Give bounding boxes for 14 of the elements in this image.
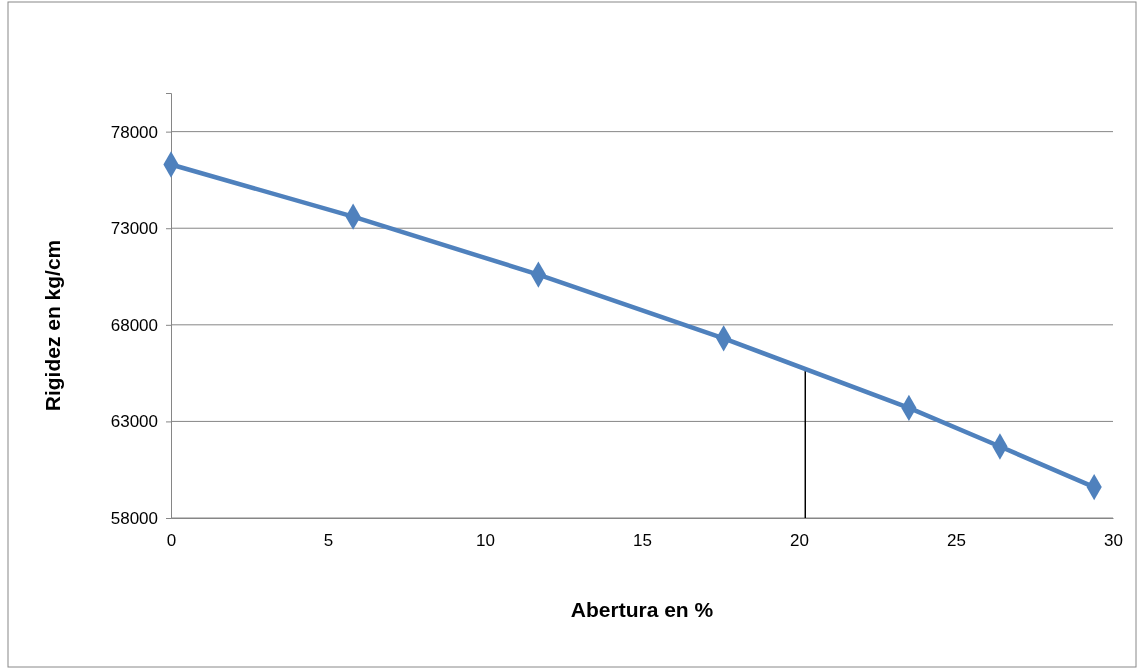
y-axis-title: Rigidez en kg/cm	[41, 239, 64, 412]
x-tick-label: 15	[633, 531, 652, 551]
x-tick-label: 20	[790, 531, 809, 551]
y-tick-label: 63000	[110, 412, 158, 432]
x-axis-title: Abertura en %	[570, 598, 714, 621]
x-tick-label: 25	[947, 531, 966, 551]
y-tick-label: 58000	[110, 508, 158, 528]
y-tick-label: 78000	[110, 122, 158, 142]
x-tick-label: 5	[323, 531, 334, 551]
x-tick-label: 0	[166, 531, 177, 551]
x-tick-label: 10	[476, 531, 495, 551]
y-tick-label: 68000	[110, 315, 158, 335]
x-tick-label: 30	[1104, 531, 1123, 551]
y-tick-label: 73000	[110, 219, 158, 239]
